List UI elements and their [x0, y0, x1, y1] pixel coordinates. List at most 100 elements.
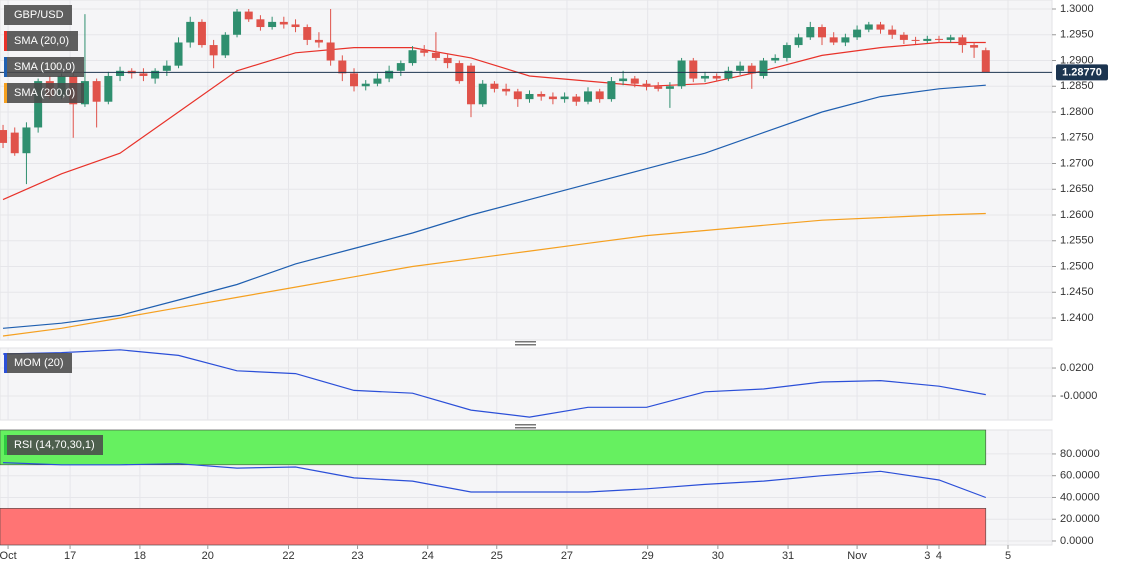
candle-body: [80, 81, 89, 105]
candle-body: [619, 78, 628, 82]
x-tick-label: 25: [491, 550, 503, 562]
x-tick-label: 5: [1005, 550, 1011, 562]
y-tick-label: 1.2900: [1060, 54, 1094, 66]
candle-body: [654, 86, 663, 89]
y-tick-label: 1.2700: [1060, 157, 1094, 169]
candle-body: [338, 60, 347, 74]
candle-body: [853, 29, 862, 38]
y-tick-label: 60.0000: [1060, 470, 1100, 482]
candle-body: [794, 37, 803, 46]
x-tick-label: 31: [782, 550, 794, 562]
series-line: [2, 41, 986, 201]
y-tick-label: 40.0000: [1060, 491, 1100, 503]
legend-label: SMA (20,0): [14, 35, 69, 47]
candle-body: [689, 60, 698, 79]
candle-body: [806, 27, 815, 38]
candle-body: [888, 29, 897, 35]
candle-body: [151, 70, 160, 79]
y-tick-label: 1.2400: [1060, 312, 1094, 324]
x-tick-label: 4: [936, 550, 942, 562]
candle-body: [595, 91, 604, 100]
candle-body: [841, 37, 850, 43]
candle-body: [174, 42, 183, 66]
y-tick-label: 1.2750: [1060, 132, 1094, 144]
legend-label: SMA (200,0): [14, 87, 75, 99]
panel-handle[interactable]: [515, 341, 536, 343]
legend-label: MOM (20): [14, 357, 64, 369]
legend-label: GBP/USD: [14, 9, 64, 21]
candle-body: [10, 132, 19, 154]
candle-body: [408, 50, 417, 64]
y-tick-label: 1.2450: [1060, 286, 1094, 298]
candle-body: [817, 27, 826, 38]
candle-body: [560, 96, 569, 100]
panel: 1.2400 1.2450 1.2500 1.2550 1.2600 1.2650 1.27…: [0, 0, 1108, 340]
y-tick-label: 1.2650: [1060, 183, 1094, 195]
legend-box: [4, 353, 72, 373]
candle-body: [490, 83, 499, 89]
panel-handle[interactable]: [515, 424, 536, 426]
candle-body: [970, 45, 979, 48]
candle-body: [116, 70, 125, 76]
x-tick-label: 27: [561, 550, 573, 562]
candle-body: [584, 91, 593, 102]
candle-body: [829, 37, 838, 43]
candle-body: [420, 50, 429, 53]
x-tick-label: 29: [642, 550, 654, 562]
panel-handle[interactable]: [515, 344, 536, 346]
x-tick-label: 18: [134, 550, 146, 562]
candle-body: [864, 24, 873, 30]
candle-body: [350, 73, 359, 87]
legend-box: [4, 83, 84, 103]
plot-layer: 1.2400 1.2450 1.2500 1.2550 1.2600 1.2650 1.27…: [0, 0, 1108, 562]
candle-body: [771, 57, 780, 61]
y-tick-label: 1.2800: [1060, 106, 1094, 118]
candle-body: [467, 65, 476, 105]
candle-body: [0, 130, 8, 143]
y-tick-label: 80.0000: [1060, 448, 1100, 460]
legend-box: [4, 435, 103, 455]
series-line: [2, 349, 986, 418]
x-tick-label: 3: [924, 550, 930, 562]
candle-body: [396, 63, 405, 71]
candle-body: [958, 37, 967, 46]
x-tick-label: 24: [422, 550, 434, 562]
candle-body: [700, 75, 709, 79]
candle-body: [431, 52, 440, 58]
candle-body: [736, 65, 745, 71]
legend-label: RSI (14,70,30,1): [14, 439, 95, 451]
series-line: [2, 84, 986, 329]
candle-body: [361, 83, 370, 87]
candle-body: [876, 24, 885, 30]
candle-body: [712, 75, 721, 79]
candle-body: [782, 45, 791, 58]
candle-body: [630, 78, 639, 84]
candle-body: [303, 27, 312, 40]
legend-swatch: [4, 57, 7, 77]
y-tick-label: -0.0000: [1060, 390, 1097, 402]
candle-body: [607, 81, 616, 100]
candle-body: [502, 88, 511, 92]
candle-body: [572, 96, 581, 102]
candle-body: [724, 70, 733, 79]
candle-body: [268, 21, 277, 28]
x-tick-label: Nov: [847, 550, 867, 562]
candle-body: [22, 127, 31, 154]
current-price-label: 1.28770: [1062, 66, 1102, 78]
candle-body: [92, 81, 101, 102]
candle-body: [478, 83, 487, 105]
panel-handle[interactable]: [515, 427, 536, 429]
oversold-band: [0, 508, 987, 546]
y-tick-label: 0.0000: [1060, 535, 1094, 547]
panel: -0.0000 0.0200 MOM (20): [0, 348, 1097, 420]
candle-body: [256, 19, 265, 28]
candle-body: [665, 86, 674, 89]
legend-label: SMA (100,0): [14, 61, 75, 73]
x-tick-label: 30: [712, 550, 724, 562]
candle-body: [104, 75, 113, 102]
y-tick-label: 1.2500: [1060, 260, 1094, 272]
panel: 0.0000 20.0000 40.0000 60.0000 80.0000 RSI (1…: [0, 429, 1100, 547]
candle-body: [548, 96, 557, 100]
y-tick-label: 0.0200: [1060, 362, 1094, 374]
